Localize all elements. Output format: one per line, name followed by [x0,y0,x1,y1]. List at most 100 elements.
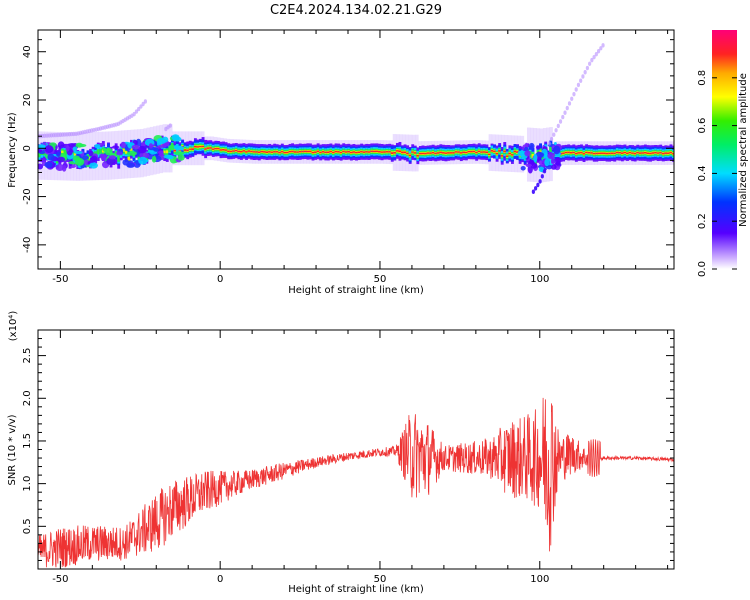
heatmap-cell [122,148,126,152]
heatmap-trace-point [601,43,605,48]
heatmap-cell [257,151,261,153]
heatmap-cell [316,150,320,153]
heatmap-cell [424,152,427,155]
heatmap-blob [89,162,98,169]
heatmap-cell [201,145,205,148]
colorbar-ticks: 0.0 0.2 0.4 0.6 0.8 [697,70,737,277]
heatmap-cell [620,152,624,154]
heatmap-cell [395,150,399,152]
heatmap-blob [535,152,544,157]
heatmap-cell [96,149,100,155]
heatmap-cell [516,151,519,153]
heatmap-blob [126,151,137,156]
heatmap-cell [447,152,450,154]
heatmap-blob [554,156,561,166]
figure-title: C2E4.2024.134.02.21.G29 [270,3,442,18]
heatmap-cell [666,152,670,154]
heatmap-cell [654,151,658,154]
spectrogram-panel: -50 0 50 100 -40 -20 0 20 40 Frequency (Hz) Heig… [7,29,675,296]
heatmap-cell [362,151,366,153]
heatmap-blob [44,161,53,169]
heatmap-cell [298,150,302,153]
heatmap-cell [454,151,458,153]
heatmap-blob [88,150,94,157]
heatmap-cell [63,149,67,158]
y-tick-label: 40 [22,45,33,58]
heatmap-cell [636,151,640,154]
y-tick-label: -20 [22,188,33,204]
heatmap-cell [441,152,445,154]
heatmap-cell [608,152,612,155]
heatmap-cell [659,152,663,154]
heatmap-cell [196,146,200,148]
heatmap-cell [127,156,131,161]
heatmap-cell [247,150,251,152]
heatmap-blob [538,166,545,173]
heatmap-cell [477,150,481,153]
heatmap-cell [585,151,589,154]
heatmap-trace-point [143,99,147,104]
x-tick-label: -50 [52,274,68,285]
heatmap-blob [56,151,61,157]
heatmap-cell [206,147,210,149]
heatmap-cell [365,151,369,153]
heatmap-cell [569,151,573,154]
heatmap-blob [108,155,116,160]
heatmap-cell [130,147,133,151]
heatmap-trace-point [588,61,592,66]
heatmap-cell [641,152,645,154]
heatmap-trace-point [596,49,601,54]
heatmap-cell [562,152,566,155]
heatmap-cell [388,151,392,153]
heatmap-cell [355,151,358,154]
heatmap-cell [367,151,371,153]
heatmap-cell [183,149,187,151]
heatmap-blob [44,145,54,154]
heatmap-cell [204,148,208,150]
heatmap-cell [216,147,220,150]
heatmap-blob [65,145,70,152]
heatmap-cell [413,152,417,154]
y-tick-label: 1.0 [22,476,33,492]
heatmap-cell [605,152,609,155]
heatmap-cell [326,151,330,154]
heatmap-cell [626,152,629,155]
heatmap-blob [530,162,538,169]
heatmap-blob [553,145,561,155]
heatmap-trace-point [585,65,589,71]
colorbar-tick-label: 0.6 [697,118,708,134]
heatmap-blob [158,150,164,155]
heatmap-cell [262,151,266,153]
heatmap-blob [120,141,126,149]
heatmap-trace-point [168,123,172,128]
heatmap-cell [495,152,499,155]
heatmap-blob [99,153,106,158]
heatmap-cell [505,155,509,158]
heatmap-blob [520,165,526,171]
heatmap-cell [564,151,568,154]
heatmap-trace-point [594,52,598,57]
heatmap-trace-point [554,128,558,133]
heatmap-cell [406,152,410,155]
heatmap-cell [511,154,514,156]
heatmap-cell [408,154,412,157]
heatmap-cell [661,152,665,155]
heatmap-cell [434,152,438,155]
heatmap-cell [462,151,466,153]
heatmap-blob [47,153,55,161]
snr-x-axis-label: Height of straight line (km) [288,584,424,595]
spectrogram-y-axis-label: Frequency (Hz) [7,112,18,188]
heatmap-cell [211,148,215,150]
heatmap-cell [444,152,448,154]
heatmap-cell [332,151,335,154]
heatmap-cell [245,151,248,153]
heatmap-cell [500,155,504,157]
heatmap-cell [360,150,364,153]
heatmap-cell [38,150,41,158]
y-tick-label: 20 [22,94,33,107]
heatmap-cell [99,148,103,154]
heatmap-cell [472,150,476,153]
heatmap-cell [401,151,404,154]
colorbar-tick-label: 0.0 [697,261,708,277]
